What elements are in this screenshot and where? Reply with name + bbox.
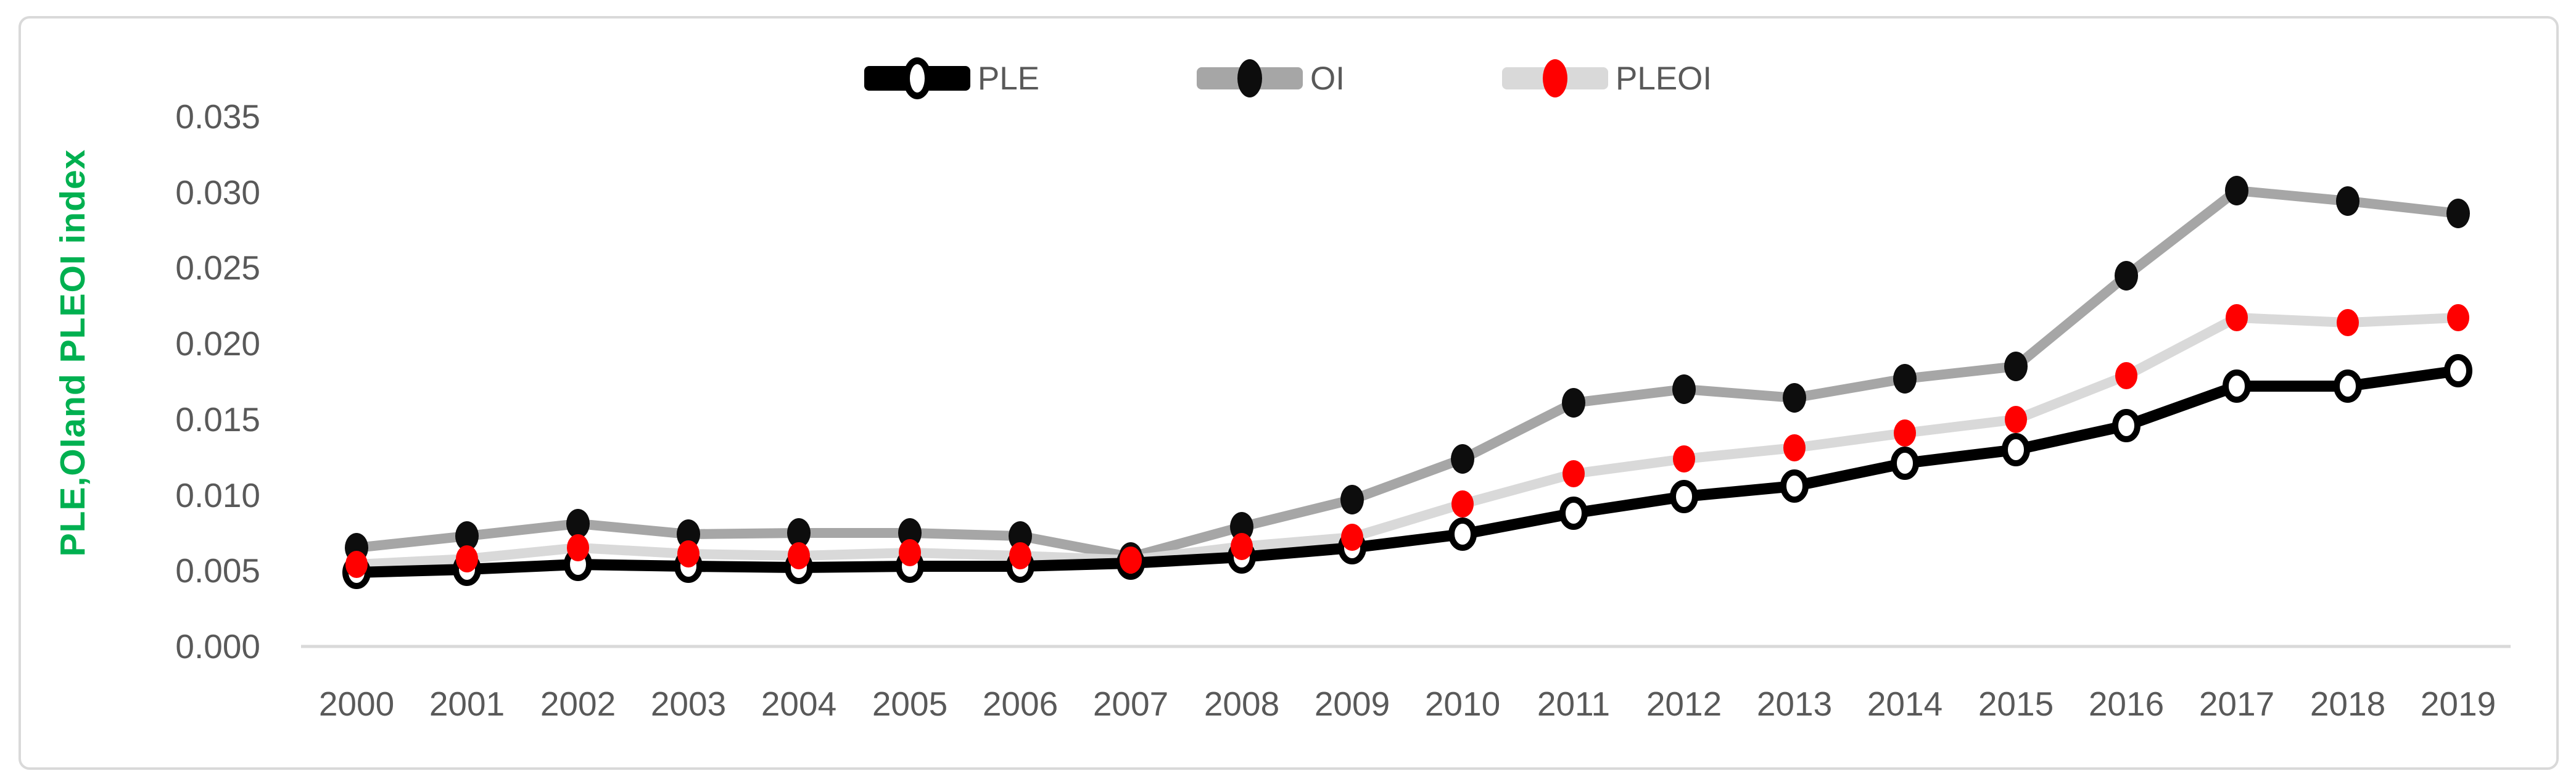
- y-tick-label: 0.030: [175, 173, 260, 212]
- pleoi-marker: [788, 542, 810, 569]
- oi-marker: [677, 519, 700, 549]
- pleoi-marker: [2447, 304, 2469, 331]
- x-tick-label: 2001: [429, 685, 505, 723]
- x-tick-label: 2002: [540, 685, 616, 723]
- x-tick-label: 2003: [650, 685, 727, 723]
- x-tick-label: 2017: [2198, 685, 2275, 723]
- x-tick-label: 2019: [2420, 685, 2496, 723]
- pleoi-marker: [456, 545, 478, 572]
- pleoi-marker: [567, 534, 589, 561]
- ple-marker: [1670, 480, 1698, 513]
- ple-line: [351, 365, 2464, 578]
- ple-marker: [2334, 369, 2362, 403]
- x-tick-label: 2018: [2310, 685, 2386, 723]
- pleoi-marker: [2226, 304, 2248, 331]
- x-tick-label: 2011: [1537, 685, 1611, 723]
- y-tick-label: 0.035: [175, 97, 260, 136]
- oi-marker: [1893, 364, 1917, 394]
- x-tick-label: 2015: [1978, 685, 2054, 723]
- x-tick-label: 2016: [2088, 685, 2165, 723]
- pleoi-marker: [1231, 533, 1253, 560]
- x-tick-label: 2005: [872, 685, 948, 723]
- pleoi-marker: [1673, 445, 1695, 472]
- y-tick-label: 0.025: [175, 249, 260, 287]
- oi-marker: [2004, 352, 2028, 381]
- oi-marker: [2115, 261, 2138, 291]
- y-tick-label: 0.015: [175, 400, 260, 439]
- chart-border: [19, 16, 2559, 770]
- ple-marker: [1891, 447, 1919, 480]
- ple-marker: [2002, 433, 2030, 466]
- oi-marker: [455, 521, 479, 551]
- pleoi-marker: [1563, 460, 1585, 487]
- oi-marker: [2336, 186, 2359, 216]
- pleoi-marker: [2115, 362, 2137, 389]
- pleoi-marker: [1783, 434, 1806, 461]
- oi-marker: [2446, 199, 2470, 228]
- pleoi-marker: [2005, 406, 2027, 433]
- x-tick-label: 2000: [318, 685, 395, 723]
- oi-marker: [2225, 176, 2248, 205]
- ple-marker: [1559, 497, 1588, 530]
- oi-marker: [787, 518, 811, 548]
- y-tick-label: 0.000: [175, 627, 260, 666]
- oi-marker: [1672, 374, 1696, 404]
- ple-marker: [2223, 369, 2251, 403]
- oi-marker: [1783, 383, 1806, 413]
- pleoi-marker: [1341, 524, 1363, 551]
- pleoi-marker: [2337, 309, 2359, 336]
- x-tick-label: 2007: [1092, 685, 1169, 723]
- y-tick-label: 0.020: [175, 324, 260, 363]
- pleoi-marker: [1451, 490, 1474, 518]
- oi-marker: [1562, 388, 1585, 418]
- x-tick-label: 2008: [1203, 685, 1280, 723]
- pleoi-marker: [677, 540, 700, 567]
- ple-marker: [2112, 409, 2140, 442]
- pleoi-marker: [1120, 547, 1142, 574]
- y-tick-label: 0.005: [175, 551, 260, 590]
- x-tick-label: 2012: [1646, 685, 1722, 723]
- oi-marker: [1009, 521, 1032, 551]
- x-tick-label: 2014: [1867, 685, 1943, 723]
- y-tick-label: 0.010: [175, 476, 260, 514]
- oi-line: [352, 186, 2463, 562]
- ple-marker: [1448, 518, 1477, 551]
- x-tick-label: 2013: [1756, 685, 1833, 723]
- pleoi-marker: [345, 551, 368, 578]
- oi-marker: [898, 518, 922, 548]
- pleoi-marker: [1009, 542, 1031, 569]
- pleoi-marker: [1894, 419, 1916, 447]
- oi-marker: [1340, 485, 1364, 514]
- x-tick-label: 2004: [761, 685, 837, 723]
- x-tick-label: 2010: [1424, 685, 1501, 723]
- ple-marker: [1780, 469, 1809, 503]
- pleoi-line: [352, 313, 2463, 569]
- oi-marker: [1230, 512, 1253, 542]
- oi-marker: [1451, 444, 1474, 474]
- x-tick-label: 2009: [1314, 685, 1390, 723]
- oi-marker: [566, 509, 590, 538]
- pleoi-marker: [899, 539, 921, 566]
- ple-marker: [2444, 354, 2472, 387]
- x-tick-label: 2006: [982, 685, 1059, 723]
